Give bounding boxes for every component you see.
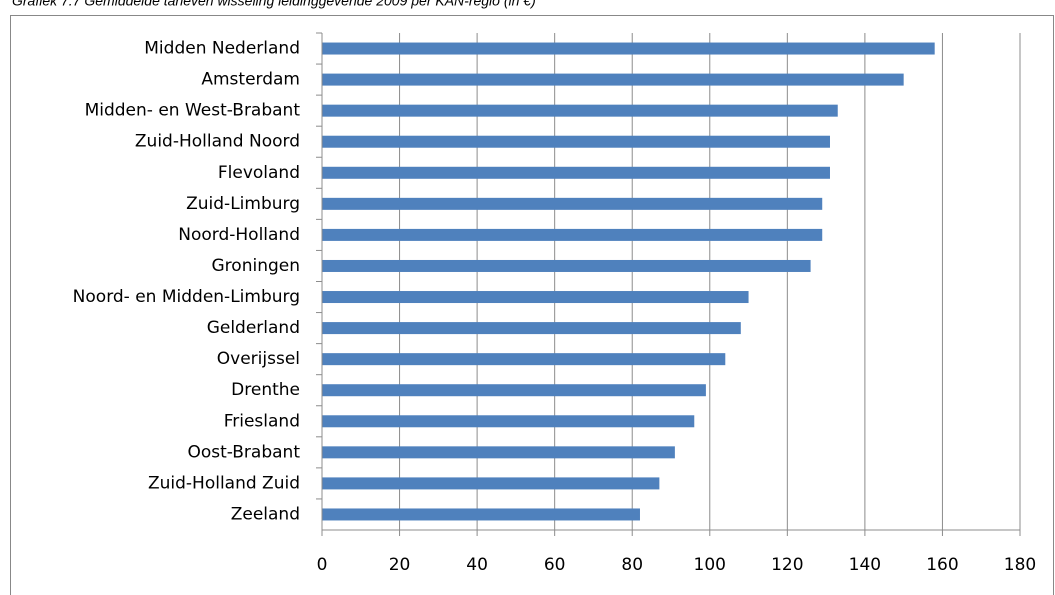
x-tick-label: 120 <box>771 555 803 575</box>
y-tick-label: Oost-Brabant <box>187 442 300 462</box>
bar <box>322 322 741 335</box>
y-tick-label: Gelderland <box>207 318 300 338</box>
y-tick-label: Noord- en Midden-Limburg <box>73 287 300 307</box>
chart-frame <box>10 15 1054 595</box>
bar <box>322 259 811 272</box>
bar <box>322 446 675 459</box>
y-tick-label: Groningen <box>212 256 301 276</box>
x-tick-label: 160 <box>926 555 958 575</box>
y-tick-label: Midden Nederland <box>144 39 300 59</box>
bar <box>322 228 823 241</box>
bar <box>322 353 726 366</box>
y-tick-label: Amsterdam <box>201 70 300 90</box>
bar <box>322 73 904 86</box>
y-tick-label: Overijssel <box>217 349 300 369</box>
bar <box>322 197 823 210</box>
y-tick-label: Noord-Holland <box>178 225 300 245</box>
y-tick-label: Zuid-Holland Zuid <box>148 473 300 493</box>
x-tick-label: 20 <box>389 555 411 575</box>
bar <box>322 477 660 490</box>
y-tick-label: Drenthe <box>231 380 300 400</box>
x-tick-label: 100 <box>694 555 726 575</box>
bar <box>322 508 640 521</box>
y-tick-label: Flevoland <box>218 163 300 183</box>
x-tick-label: 140 <box>849 555 881 575</box>
y-tick-label: Zuid-Holland Noord <box>135 132 300 152</box>
x-tick-label: 180 <box>1004 555 1036 575</box>
x-tick-label: 80 <box>621 555 643 575</box>
x-tick-label: 40 <box>466 555 488 575</box>
bar <box>322 291 749 304</box>
x-tick-label: 0 <box>317 555 328 575</box>
y-tick-label: Zuid-Limburg <box>186 194 300 214</box>
x-tick-label: 60 <box>544 555 566 575</box>
bar <box>322 104 838 117</box>
bar <box>322 166 830 179</box>
y-tick-label: Friesland <box>224 411 300 431</box>
bar <box>322 384 706 397</box>
bar <box>322 415 695 428</box>
bar <box>322 135 830 148</box>
y-tick-label: Midden- en West-Brabant <box>85 101 301 121</box>
y-tick-label: Zeeland <box>231 504 300 524</box>
chart-title: Grafiek 7.7 Gemiddelde tarieven wisselin… <box>12 0 536 9</box>
bar <box>322 42 935 55</box>
